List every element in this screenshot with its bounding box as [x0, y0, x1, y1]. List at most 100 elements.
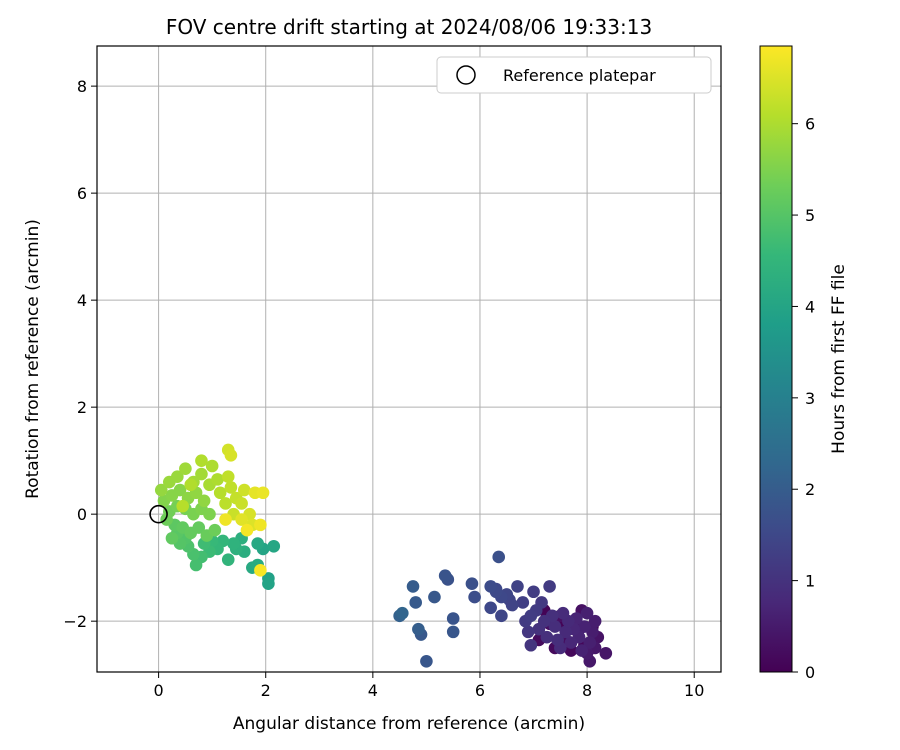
data-points — [154, 443, 613, 668]
x-tick-label: 0 — [154, 681, 164, 700]
data-point — [396, 606, 409, 620]
data-point — [224, 481, 238, 494]
reference-platepar-marker — [149, 504, 168, 524]
data-point — [468, 590, 481, 604]
data-point — [428, 590, 441, 604]
data-point — [505, 598, 519, 612]
data-point — [511, 580, 524, 593]
y-tick-label: 4 — [77, 291, 87, 310]
data-point — [521, 625, 535, 639]
y-tick-label: 0 — [77, 505, 87, 524]
colorbar-tick-label: 4 — [805, 297, 815, 316]
data-point — [527, 585, 540, 599]
y-tick-label: 6 — [77, 184, 87, 203]
data-point — [171, 470, 184, 484]
legend-label: Reference platepar — [503, 66, 656, 85]
data-point — [583, 636, 597, 649]
x-axis-ticks: 0 2 4 6 8 10 — [154, 672, 704, 700]
legend-reference-marker — [456, 65, 476, 85]
data-point — [221, 470, 235, 484]
data-point — [251, 537, 264, 550]
plot-frame — [96, 45, 722, 673]
data-point — [240, 523, 254, 537]
x-axis-label: Angular distance from reference (arcmin) — [233, 714, 585, 734]
data-point — [197, 494, 211, 508]
colorbar-ticks: 0 1 2 3 4 5 6 — [792, 115, 815, 682]
data-point — [438, 569, 452, 582]
data-point — [580, 606, 594, 620]
data-point — [599, 646, 613, 660]
data-point — [267, 539, 281, 553]
colorbar-label: Hours from first FF file — [829, 264, 849, 454]
data-point — [235, 497, 248, 510]
colorbar-tick-label: 2 — [805, 480, 815, 499]
colorbar-tick-label: 6 — [805, 115, 815, 134]
data-point — [165, 531, 179, 545]
data-point — [543, 580, 556, 593]
data-point — [551, 633, 564, 647]
data-point — [492, 550, 506, 564]
reference-marker-layer — [149, 504, 168, 524]
data-point — [154, 483, 168, 497]
data-point — [211, 473, 224, 486]
data-point — [208, 523, 222, 537]
data-point — [540, 630, 554, 644]
data-point — [203, 507, 216, 521]
data-point — [221, 553, 235, 566]
data-point — [192, 521, 206, 534]
data-point — [213, 486, 227, 500]
data-point — [564, 636, 578, 649]
data-point — [195, 467, 208, 481]
x-tick-label: 4 — [368, 681, 378, 700]
grid-lines — [97, 46, 721, 672]
data-point — [559, 625, 572, 639]
data-point — [406, 580, 420, 593]
data-point — [176, 499, 189, 513]
data-point — [495, 609, 508, 623]
colorbar — [759, 45, 793, 673]
x-tick-label: 8 — [582, 681, 592, 700]
data-point — [227, 537, 240, 550]
data-point — [224, 449, 238, 462]
data-point — [412, 622, 425, 636]
data-point — [184, 478, 198, 492]
legend: Reference platepar — [436, 56, 712, 94]
data-point — [256, 486, 270, 500]
data-point — [219, 513, 232, 526]
y-axis-ticks: −2 0 2 4 6 8 — [63, 77, 97, 631]
data-point — [575, 644, 589, 657]
data-point — [262, 577, 275, 591]
data-point — [189, 558, 203, 572]
data-point — [484, 601, 497, 615]
x-tick-label: 2 — [261, 681, 271, 700]
data-point — [254, 518, 267, 532]
data-point — [179, 462, 192, 475]
y-axis-label: Rotation from reference (arcmin) — [23, 219, 43, 499]
data-point — [205, 459, 219, 473]
data-point — [516, 596, 530, 609]
legend-box — [436, 56, 712, 94]
colorbar-tick-label: 0 — [805, 663, 815, 682]
data-point — [409, 596, 422, 609]
data-point — [556, 606, 570, 620]
y-tick-label: −2 — [63, 612, 87, 631]
data-point — [465, 577, 479, 591]
data-point — [195, 454, 208, 467]
data-point — [548, 620, 562, 633]
data-point — [524, 609, 538, 623]
data-point — [578, 620, 591, 633]
data-point — [524, 638, 538, 652]
data-point — [173, 483, 187, 497]
data-point — [420, 654, 433, 668]
chart-title: FOV centre drift starting at 2024/08/06 … — [166, 15, 652, 39]
data-point — [254, 564, 267, 577]
data-point — [484, 580, 497, 593]
y-tick-label: 8 — [77, 77, 87, 96]
data-point — [235, 513, 248, 526]
data-point — [237, 483, 251, 497]
colorbar-tick-label: 3 — [805, 389, 815, 408]
x-tick-label: 10 — [684, 681, 704, 700]
colorbar-tick-label: 5 — [805, 206, 815, 225]
data-point — [219, 497, 232, 510]
